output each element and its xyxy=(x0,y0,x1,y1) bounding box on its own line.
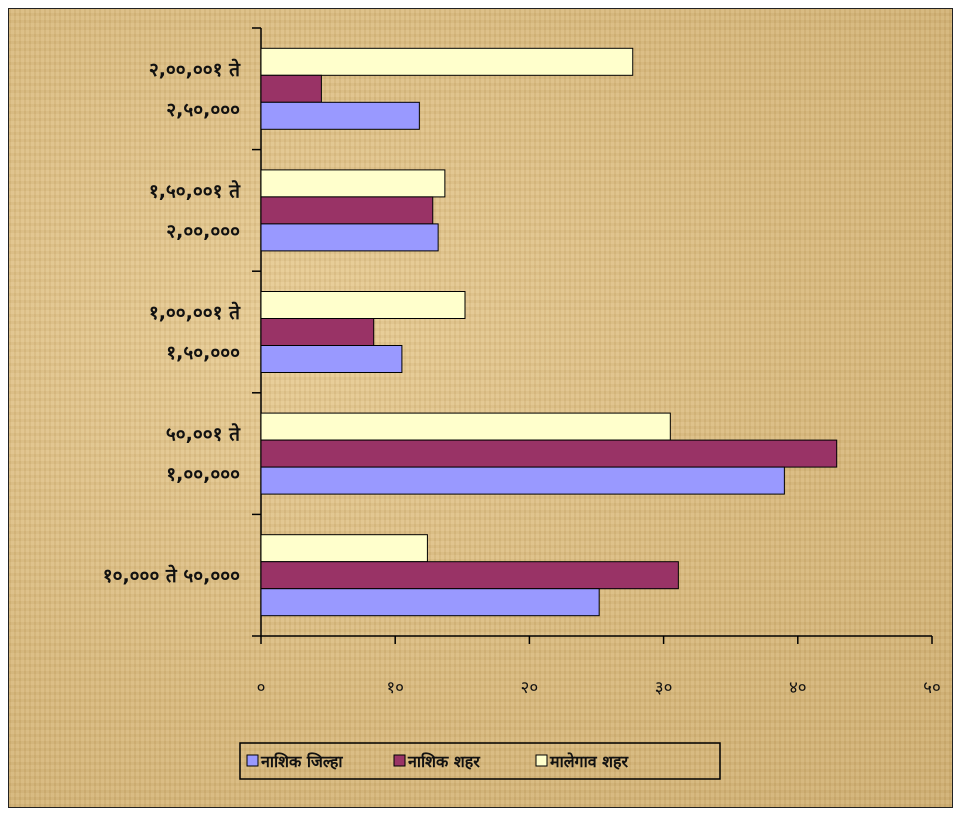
bar xyxy=(260,223,439,252)
bar xyxy=(260,169,446,198)
category-label: १,५०,००० xyxy=(166,342,240,364)
category-label: २,००,००१ ते xyxy=(149,58,241,81)
category-label: १,००,००० xyxy=(166,464,240,486)
bar xyxy=(260,534,428,563)
chart-area xyxy=(8,8,953,808)
bar xyxy=(260,412,671,441)
bar xyxy=(260,291,466,319)
bar xyxy=(260,74,322,103)
category-label: २,००,००० xyxy=(166,220,240,242)
x-tick-label: ३० xyxy=(655,678,673,698)
category-label: १,००,००१ ते xyxy=(149,301,241,324)
bar xyxy=(260,47,634,76)
category-label: ५०,००१ ते xyxy=(166,423,241,446)
bar xyxy=(260,466,785,495)
x-tick-label: ५० xyxy=(923,678,941,698)
category-label: २,५०,००० xyxy=(166,99,240,121)
x-tick-label: ० xyxy=(257,678,266,698)
legend-swatch xyxy=(535,754,548,767)
category-label: १,५०,००१ ते xyxy=(149,179,241,202)
legend-label: नाशिक शहर xyxy=(407,752,481,771)
x-tick-label: १० xyxy=(386,678,404,698)
bar xyxy=(260,345,403,373)
bar xyxy=(260,588,600,617)
bar xyxy=(260,101,420,130)
legend-swatch xyxy=(393,754,406,767)
bar xyxy=(260,561,679,590)
bar xyxy=(260,318,375,346)
bar xyxy=(260,439,838,468)
legend-label: मालेगाव शहर xyxy=(549,752,630,771)
bar xyxy=(260,196,434,225)
category-label: १०,००० ते ५०,००० xyxy=(103,564,240,587)
x-tick-label: २० xyxy=(521,678,539,698)
x-tick-label: ४० xyxy=(789,678,807,698)
legend-label: नाशिक जिल्हा xyxy=(260,752,343,771)
legend-box xyxy=(239,742,721,780)
legend-swatch xyxy=(246,754,259,767)
